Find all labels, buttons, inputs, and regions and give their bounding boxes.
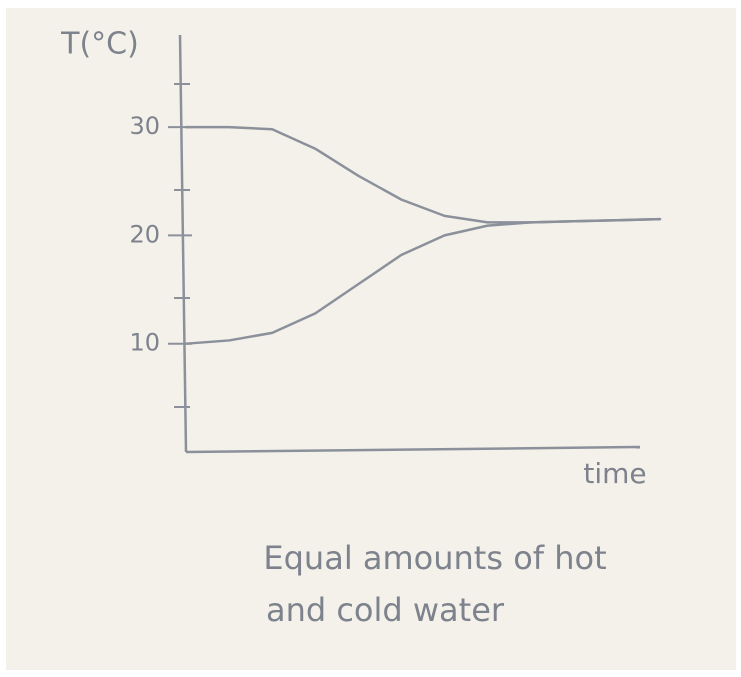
- x-axis-label: time: [583, 457, 646, 490]
- caption-line: Equal amounts of hot: [263, 539, 606, 577]
- caption-line: and cold water: [266, 591, 505, 629]
- y-axis-label: T(°C): [60, 27, 139, 62]
- y-tick-label: 30: [129, 112, 160, 140]
- chart: T(°C) time Equal amounts of hot and cold…: [0, 0, 741, 677]
- y-tick-label: 20: [129, 220, 160, 248]
- y-tick-label: 10: [129, 329, 160, 357]
